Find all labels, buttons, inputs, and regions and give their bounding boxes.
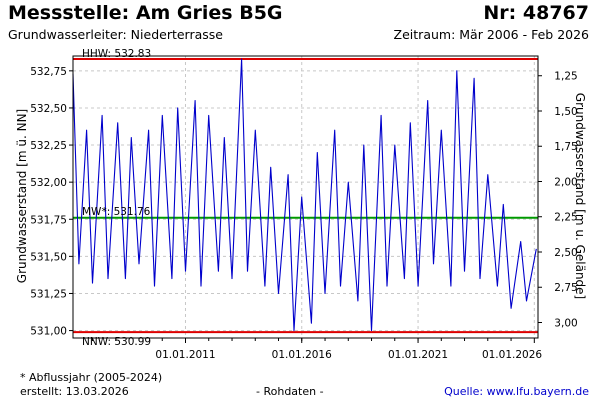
y-axis-label-right: Grundwasserstand [m u. Gelände] [573, 93, 587, 299]
station-number: Nr: 48767 [483, 2, 589, 24]
y-tick-label: 532,25 [30, 140, 67, 152]
y-tick-label: 531,75 [30, 214, 67, 226]
plot-frame [72, 55, 539, 339]
station-title: Messstelle: Am Gries B5G [8, 2, 283, 24]
series-line [72, 58, 537, 332]
y-right-tick-label: 1,25 [554, 71, 577, 83]
y-right-tick-label: 3,00 [554, 317, 577, 329]
y-tick-label: 532,75 [30, 66, 67, 78]
y-tick-label: 532,00 [30, 177, 67, 189]
reference-line-label: NNW: 530.99 [82, 336, 151, 348]
source-link[interactable]: Quelle: www.lfu.bayern.de [444, 385, 589, 398]
reference-lines [73, 57, 538, 334]
grid [73, 56, 538, 338]
y-right-tick-label: 1,50 [554, 106, 577, 118]
x-tick-label: 01.01.2021 [388, 349, 448, 361]
footnote: * Abflussjahr (2005-2024) [20, 371, 163, 384]
ticks: 531,00 531,25 531,50 531,75 532,00 532,25 532,… [30, 66, 577, 361]
y-right-tick-label: 2,25 [554, 212, 577, 224]
created-date: erstellt: 13.03.2026 [20, 385, 129, 398]
ref-labels: HHW: 532.83 MW*: 531.76 NNW: 530.99 [82, 48, 151, 348]
y-tick-label: 532,50 [30, 103, 67, 115]
x-tick-label: 01.01.2026 [482, 349, 542, 361]
reference-line-label: MW*: 531.76 [82, 206, 151, 218]
y-tick-label: 531,50 [30, 251, 67, 263]
data-kind-label: - Rohdaten - [256, 385, 324, 398]
aquifer-label: Grundwasserleiter: Niederterrasse [8, 27, 223, 42]
y-tick-label: 531,00 [30, 326, 67, 338]
series-layer [72, 58, 537, 332]
period-label: Zeitraum: Mär 2006 - Feb 2026 [393, 27, 589, 42]
y-right-tick-label: 2,50 [554, 247, 577, 259]
y-right-tick-label: 1,75 [554, 141, 577, 153]
reference-line-label: HHW: 532.83 [82, 48, 151, 60]
y-right-tick-label: 2,75 [554, 282, 577, 294]
y-tick-label: 531,25 [30, 288, 67, 300]
x-tick-label: 01.01.2016 [272, 349, 332, 361]
y-axis-label-left: Grundwasserstand [m ü. NN] [15, 109, 29, 283]
x-tick-label: 01.01.2011 [155, 349, 215, 361]
y-right-tick-label: 2,00 [554, 176, 577, 188]
